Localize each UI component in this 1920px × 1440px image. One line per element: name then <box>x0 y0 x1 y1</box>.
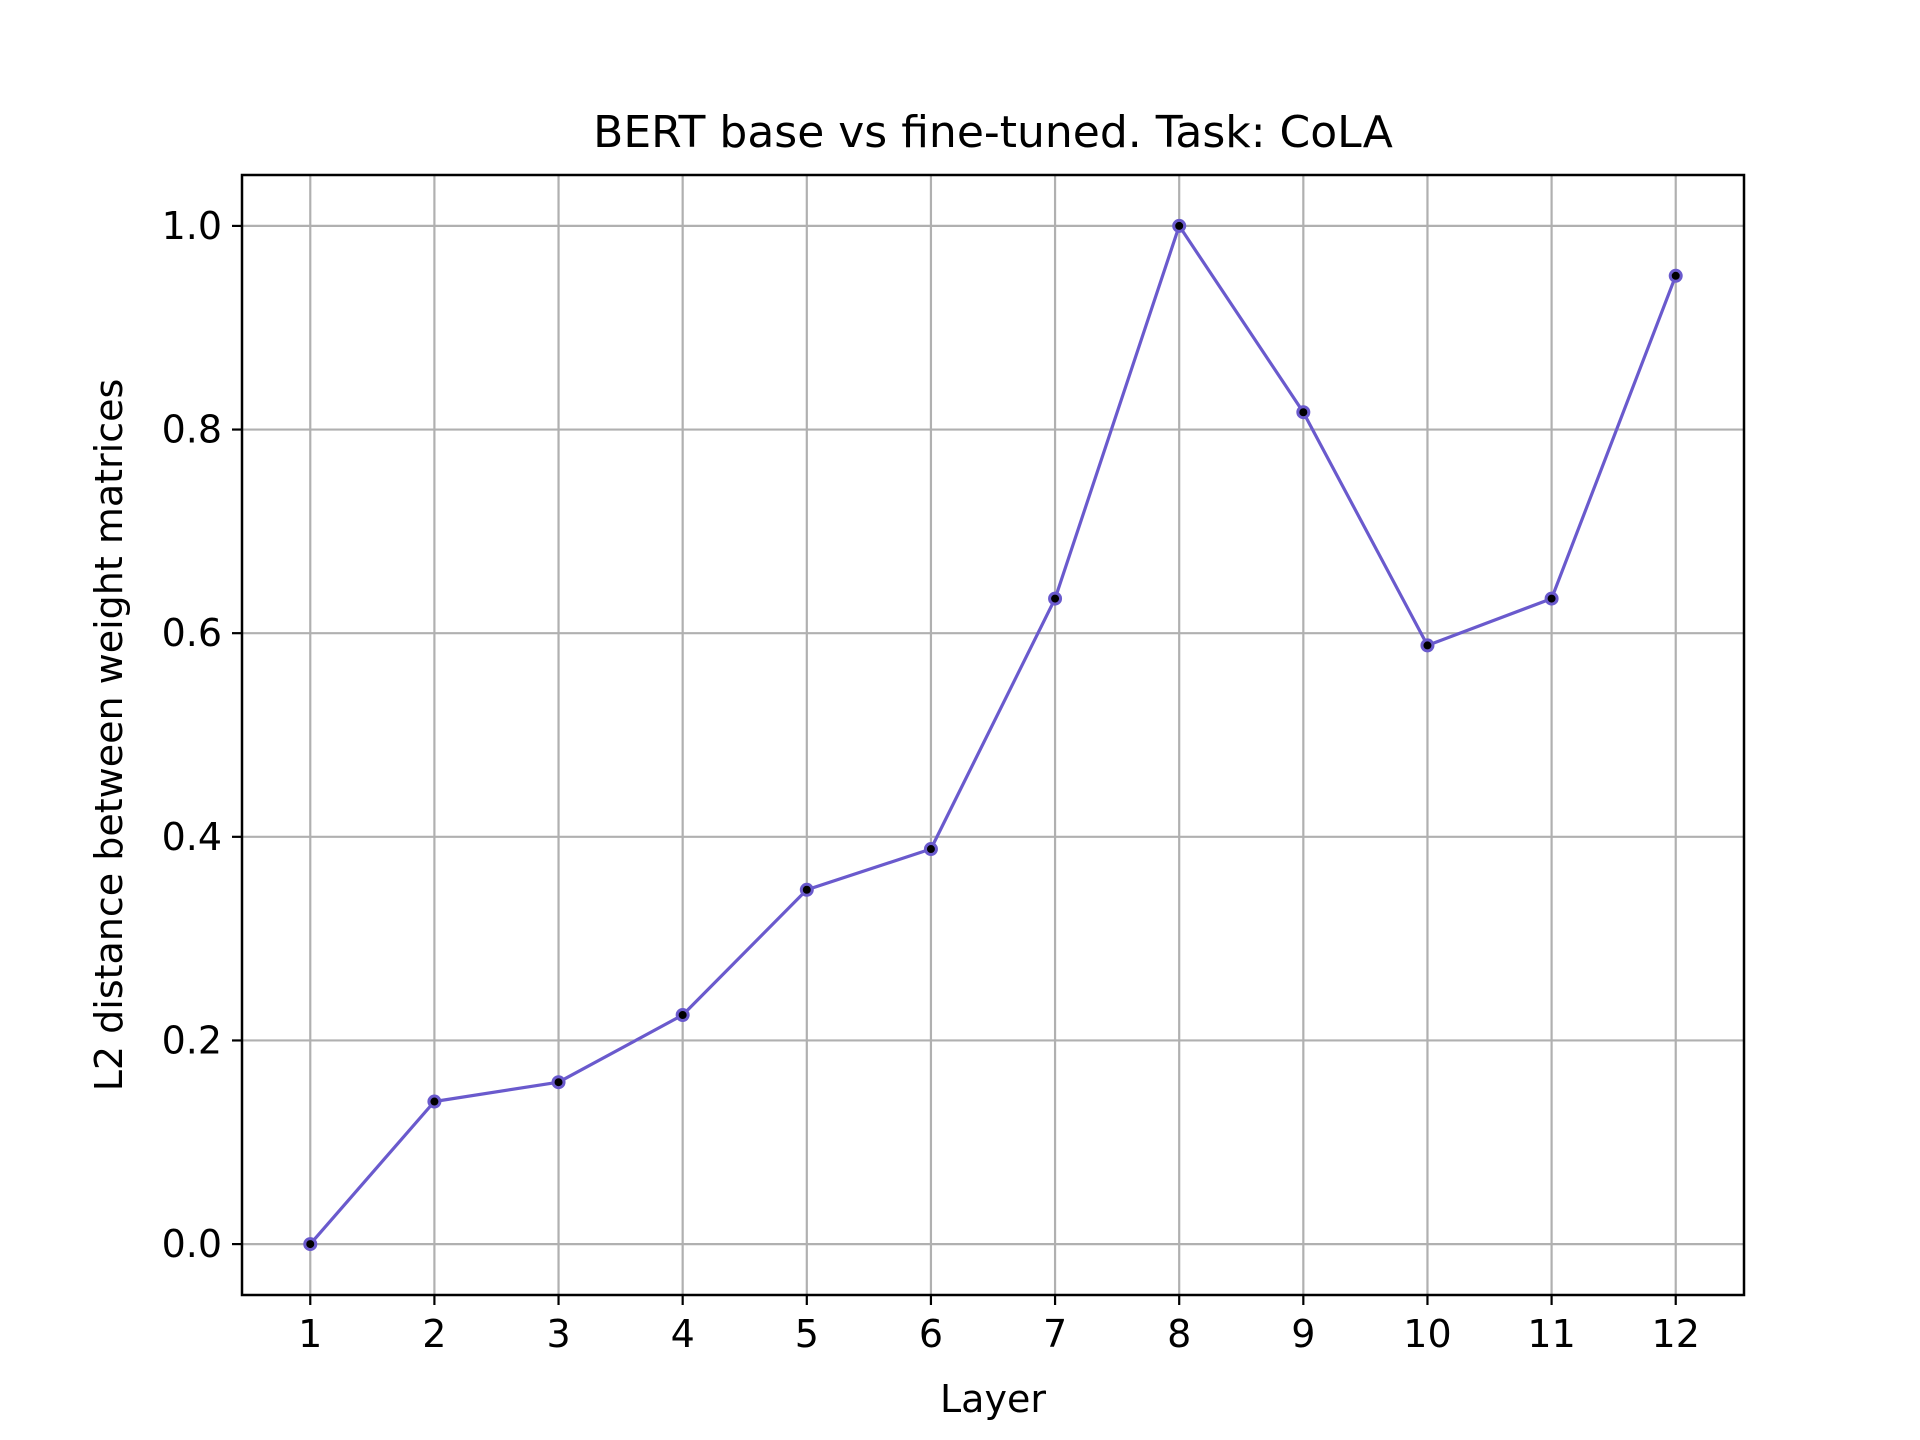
y-tick-label: 0.2 <box>162 1018 222 1062</box>
x-tick-label: 9 <box>1291 1312 1315 1356</box>
x-tick-label: 6 <box>919 1312 943 1356</box>
data-point <box>1296 405 1311 420</box>
x-tick-label: 4 <box>671 1312 695 1356</box>
x-tick-label: 5 <box>795 1312 819 1356</box>
x-tick-label: 1 <box>298 1312 322 1356</box>
data-point <box>675 1008 690 1022</box>
x-tick-label: 10 <box>1403 1312 1451 1356</box>
data-point <box>427 1094 442 1109</box>
chart-title: BERT base vs fine-tuned. Task: CoLA <box>593 107 1393 158</box>
series-layer <box>303 218 1683 1252</box>
plot-frame <box>240 173 1746 1297</box>
x-tick-label: 8 <box>1167 1312 1191 1356</box>
y-tick-label: 1.0 <box>162 204 222 248</box>
ticks: 1 2 3 4 5 6 7 8 9 10 11 120.00.20.40.60.81.0 <box>162 204 1700 1356</box>
x-tick-label: 7 <box>1043 1312 1067 1356</box>
x-tick-label: 2 <box>422 1312 446 1356</box>
grid <box>242 175 1744 1295</box>
x-tick-label: 11 <box>1527 1312 1575 1356</box>
x-tick-label: 12 <box>1652 1312 1700 1356</box>
data-point <box>1420 638 1435 653</box>
data-point <box>1048 591 1063 606</box>
data-point <box>1668 268 1683 283</box>
x-tick-label: 3 <box>546 1312 570 1356</box>
y-axis-label: L2 distance between weight matrices <box>87 379 131 1092</box>
data-point <box>923 842 938 857</box>
y-tick-label: 0.0 <box>162 1222 222 1266</box>
y-tick-label: 0.4 <box>162 815 222 859</box>
data-point <box>1172 218 1187 233</box>
data-point <box>799 882 814 897</box>
data-point <box>551 1075 566 1090</box>
x-axis-label: Layer <box>940 1377 1046 1421</box>
data-point <box>303 1237 318 1252</box>
data-point <box>1544 591 1559 606</box>
y-tick-label: 0.8 <box>162 408 222 452</box>
series-line <box>309 224 1678 1246</box>
y-tick-label: 0.6 <box>162 611 222 655</box>
